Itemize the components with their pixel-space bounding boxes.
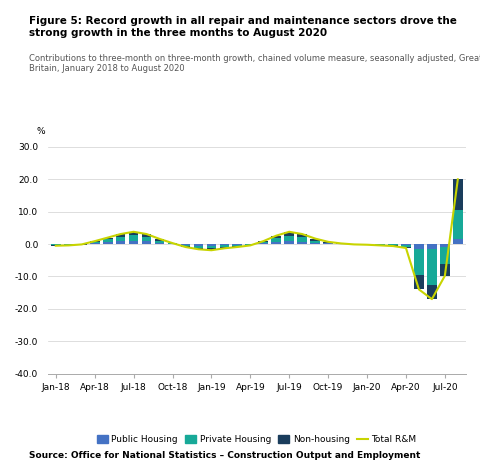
Bar <box>219 244 229 245</box>
Bar <box>193 244 204 246</box>
Text: Figure 5: Record growth in all repair and maintenance sectors drove the
strong g: Figure 5: Record growth in all repair an… <box>29 16 456 38</box>
Bar <box>90 243 99 244</box>
Bar <box>427 249 437 284</box>
Bar <box>401 245 411 247</box>
Bar <box>284 232 294 236</box>
Bar <box>90 241 99 242</box>
Bar <box>310 243 320 244</box>
Bar <box>103 242 112 244</box>
Bar <box>103 238 112 239</box>
Bar <box>206 248 216 250</box>
Bar <box>206 246 216 248</box>
Bar <box>310 239 320 241</box>
Text: Contributions to three-month on three-month growth, chained volume measure, seas: Contributions to three-month on three-mo… <box>29 54 480 73</box>
Bar <box>388 245 398 246</box>
Bar <box>129 232 138 235</box>
Bar <box>180 244 191 245</box>
Bar <box>271 236 281 238</box>
Bar <box>193 246 204 248</box>
Bar <box>219 245 229 247</box>
Bar <box>453 179 463 210</box>
Bar <box>271 242 281 244</box>
Bar <box>155 241 164 243</box>
Bar <box>258 243 268 244</box>
Bar <box>232 246 242 247</box>
Bar <box>414 275 424 290</box>
Bar <box>232 244 242 245</box>
Bar <box>51 244 60 245</box>
Bar <box>440 244 450 247</box>
Bar <box>232 245 242 246</box>
Bar <box>155 239 164 241</box>
Text: %: % <box>36 127 45 135</box>
Bar <box>245 244 255 245</box>
Bar <box>116 241 125 244</box>
Bar <box>375 244 385 245</box>
Bar <box>284 236 294 241</box>
Bar <box>453 239 463 244</box>
Bar <box>116 234 125 237</box>
Bar <box>129 241 138 244</box>
Bar <box>414 244 424 249</box>
Bar <box>401 244 411 245</box>
Bar <box>258 242 268 243</box>
Bar <box>103 239 112 242</box>
Bar <box>258 241 268 242</box>
Bar <box>440 264 450 276</box>
Bar <box>129 235 138 241</box>
Legend: Public Housing, Private Housing, Non-housing, Total R&M: Public Housing, Private Housing, Non-hou… <box>94 432 420 448</box>
Bar <box>180 246 191 247</box>
Bar <box>401 247 411 248</box>
Bar <box>310 241 320 243</box>
Bar <box>142 241 151 244</box>
Bar <box>284 241 294 244</box>
Bar <box>323 243 333 244</box>
Bar <box>388 244 398 245</box>
Bar <box>323 242 333 243</box>
Bar <box>142 234 151 237</box>
Bar <box>206 244 216 246</box>
Bar <box>155 243 164 244</box>
Bar <box>427 244 437 249</box>
Bar <box>193 248 204 249</box>
Bar <box>427 284 437 299</box>
Bar <box>168 243 178 244</box>
Bar <box>142 237 151 241</box>
Bar <box>116 237 125 241</box>
Bar <box>297 237 307 242</box>
Bar <box>453 210 463 239</box>
Bar <box>440 247 450 264</box>
Bar <box>271 238 281 242</box>
Text: Source: Office for National Statistics – Construction Output and Employment: Source: Office for National Statistics –… <box>29 451 420 460</box>
Bar <box>90 242 99 243</box>
Bar <box>297 242 307 244</box>
Bar <box>414 249 424 275</box>
Bar <box>180 245 191 246</box>
Bar <box>51 245 60 246</box>
Bar <box>297 234 307 237</box>
Bar <box>219 247 229 248</box>
